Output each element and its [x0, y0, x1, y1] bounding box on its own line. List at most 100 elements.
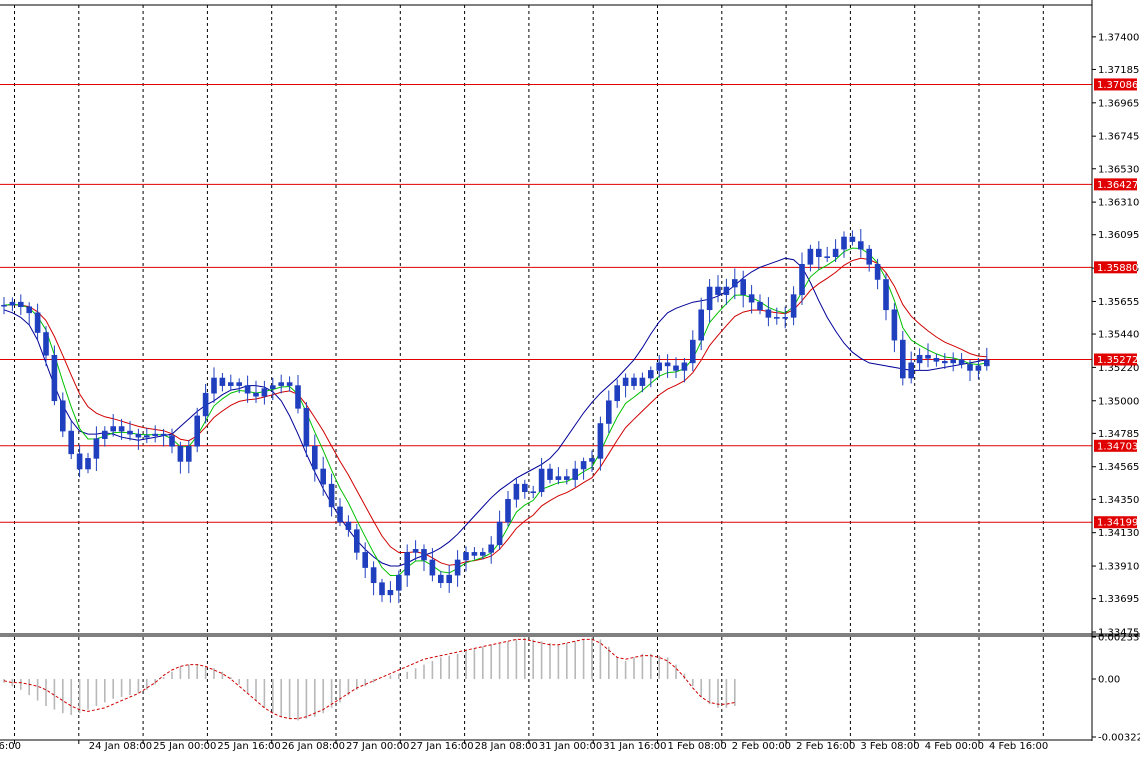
- candle-body: [857, 241, 864, 250]
- candle-body: [681, 362, 688, 371]
- candle-body: [253, 392, 259, 397]
- osc-tick-label: 0.002336: [1098, 633, 1140, 644]
- candle-body: [278, 382, 285, 386]
- price-tick-label: 1.36965: [1098, 98, 1139, 109]
- time-tick-label[interactable]: 26 Jan 08:00: [282, 741, 345, 752]
- price-tick-label: 1.34565: [1098, 462, 1139, 473]
- candle-body: [320, 468, 327, 485]
- level-tag-label: 1.35880: [1097, 263, 1138, 274]
- candle-body: [488, 544, 495, 553]
- price-tick-label: 1.36310: [1098, 198, 1139, 209]
- candle-body: [832, 248, 839, 258]
- candle-body: [311, 445, 318, 470]
- price-tick-label: 1.34350: [1098, 495, 1139, 506]
- candle-body: [883, 279, 889, 311]
- price-tick-label: 1.36095: [1098, 230, 1139, 241]
- candle-body: [773, 317, 780, 319]
- time-tick-label[interactable]: 27 Jan 00:00: [346, 741, 409, 752]
- horizontal-levels[interactable]: [0, 83, 1092, 523]
- time-tick-label[interactable]: 1 Feb 08:00: [668, 741, 727, 752]
- level-price-tag: 1.36427: [1094, 178, 1138, 191]
- candle-body: [925, 354, 931, 359]
- time-tick-label[interactable]: 25 Jan 16:00: [217, 741, 280, 752]
- price-candles: [1, 229, 990, 604]
- level-price-tag: 1.35272: [1094, 353, 1138, 366]
- time-tick-label[interactable]: 2 Feb 16:00: [796, 741, 855, 752]
- candle-body: [228, 382, 234, 386]
- candle-body: [93, 438, 100, 459]
- candle-body: [437, 574, 444, 584]
- candle-body: [673, 365, 679, 371]
- candle-body: [219, 377, 226, 386]
- time-tick-label[interactable]: 25 Jan 00:00: [153, 741, 216, 752]
- time-tick-label[interactable]: 3 Feb 08:00: [860, 741, 919, 752]
- candle-body: [59, 400, 66, 432]
- moving-averages: [3, 247, 987, 577]
- level-tag-label: 1.34199: [1097, 518, 1138, 529]
- time-tick-label[interactable]: 4 Feb 16:00: [989, 741, 1048, 752]
- level-price-tags: 1.37086 1.36427 1.35880 1.35272 1.34703 1.341…: [1094, 78, 1138, 529]
- candle-body: [286, 382, 293, 386]
- price-tick-label: 1.35440: [1098, 330, 1139, 341]
- candle-body: [975, 365, 982, 371]
- candle-body: [790, 294, 797, 318]
- price-tick-label: 1.34785: [1098, 429, 1139, 440]
- level-tag-box: [1094, 516, 1137, 529]
- price-tick-label: 1.36745: [1098, 132, 1139, 143]
- time-tick-label[interactable]: 31 Jan 16:00: [603, 741, 666, 752]
- candle-body: [194, 415, 200, 447]
- candle-body: [127, 430, 133, 435]
- candle-body: [597, 423, 604, 459]
- candle-body: [395, 574, 402, 591]
- price-tick-label: 1.33695: [1098, 594, 1139, 605]
- candle-body: [412, 549, 419, 553]
- candle-body: [706, 286, 713, 311]
- candle-body: [362, 552, 369, 568]
- candle-body: [530, 491, 537, 494]
- candle-body: [513, 483, 520, 500]
- level-tag-box: [1094, 178, 1137, 191]
- time-tick-label[interactable]: 6:00: [0, 741, 21, 752]
- price-tick-label: 1.34130: [1098, 528, 1139, 539]
- time-axis[interactable]: 6:00 24 Jan 08:00 25 Jan 00:00 25 Jan 16:00…: [0, 740, 1048, 752]
- candle-body: [589, 458, 595, 462]
- time-tick-label[interactable]: 27 Jan 16:00: [410, 741, 473, 752]
- level-tag-label: 1.36427: [1097, 180, 1138, 191]
- candle-body: [656, 362, 663, 371]
- candle-body: [715, 286, 721, 295]
- candle-body: [446, 574, 453, 584]
- time-tick-label[interactable]: 4 Feb 00:00: [925, 741, 984, 752]
- time-tick-label[interactable]: 2 Feb 00:00: [732, 741, 791, 752]
- price-axis[interactable]: 1.37400 1.37185 1.36965 1.36745 1.36530 1.363…: [1092, 32, 1139, 639]
- candle-body: [102, 430, 108, 439]
- candle-body: [572, 468, 579, 480]
- time-tick-label[interactable]: 24 Jan 08:00: [89, 741, 152, 752]
- candle-body: [689, 339, 696, 364]
- time-tick-label[interactable]: 28 Jan 08:00: [475, 741, 538, 752]
- candle-body: [387, 590, 394, 596]
- candle-body: [379, 582, 385, 596]
- time-tick-label[interactable]: 31 Jan 00:00: [539, 741, 602, 752]
- price-tick-label: 1.33475: [1098, 628, 1139, 639]
- chart-frame: [0, 0, 1140, 741]
- candle-body: [169, 435, 175, 447]
- candle-body: [941, 361, 948, 364]
- oscillator-panel: [3, 637, 736, 721]
- candle-body: [866, 248, 873, 265]
- candle-body: [849, 236, 856, 242]
- ma-fast-line: [3, 247, 987, 577]
- candle-body: [748, 294, 755, 303]
- candle-body: [555, 476, 562, 480]
- candle-body: [177, 445, 184, 462]
- price-tick-label: 1.35655: [1098, 297, 1139, 308]
- candle-body: [622, 377, 629, 386]
- candle-body: [647, 370, 654, 379]
- candle-body: [454, 559, 461, 576]
- candle-body: [463, 552, 469, 561]
- candle-body: [824, 256, 831, 259]
- candle-body: [429, 559, 436, 576]
- candle-body: [51, 354, 58, 402]
- level-tag-box: [1094, 353, 1137, 366]
